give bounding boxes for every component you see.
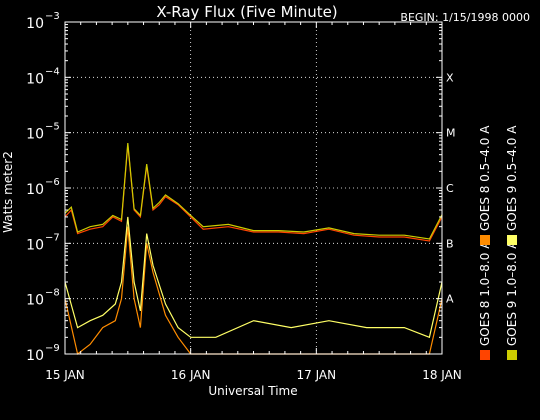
legend-swatch — [507, 350, 517, 360]
flare-class-b: B — [446, 237, 454, 250]
x-tick-label: 15 JAN — [45, 368, 85, 382]
y-tick-exponent: −4 — [45, 66, 60, 77]
y-tick-label: 10 — [26, 237, 44, 253]
legend-swatch — [480, 350, 490, 360]
flare-class-m: M — [446, 127, 456, 140]
y-ticks: 10−310−410−510−610−710−810−9 — [26, 11, 442, 364]
y-tick-exponent: −6 — [45, 177, 60, 188]
x-tick-label: 16 JAN — [171, 368, 211, 382]
legend-item-1: GOES 8 1.0–8.0 A — [478, 241, 492, 360]
x-tick-label: 17 JAN — [297, 368, 337, 382]
flare-class-labels: X M C B A — [446, 71, 456, 305]
legend-item-4: GOES 9 0.5–4.0 A — [505, 126, 519, 245]
legend-item-2: GOES 8 0.5–4.0 A — [478, 126, 492, 245]
y-tick-label: 10 — [26, 182, 44, 198]
series-line-4 — [64, 216, 443, 339]
series-line-2 — [64, 226, 443, 356]
chart-title: X-Ray Flux (Five Minute) — [156, 3, 337, 21]
y-tick-exponent: −5 — [45, 122, 60, 133]
y-axis-label: Watts meter2 — [1, 151, 15, 233]
legend-label: GOES 9 1.0–8.0 A — [505, 240, 519, 346]
series-group — [64, 142, 443, 356]
legend-label: GOES 8 0.5–4.0 A — [478, 125, 492, 231]
y-tick-exponent: −8 — [45, 288, 60, 299]
series-line-1 — [64, 144, 443, 242]
flare-class-c: C — [446, 182, 454, 195]
begin-label: BEGIN: 1/15/1998 0000 — [400, 11, 530, 24]
y-tick-label: 10 — [26, 127, 44, 143]
legend-label: GOES 8 1.0–8.0 A — [478, 240, 492, 346]
y-tick-label: 10 — [26, 71, 44, 87]
grid-lines — [65, 22, 442, 354]
y-tick-label: 10 — [26, 16, 44, 32]
flare-class-a: A — [446, 293, 454, 306]
flare-class-x: X — [446, 71, 454, 84]
legend-item-3: GOES 9 1.0–8.0 A — [505, 241, 519, 360]
x-ticks: 15 JAN 16 JAN 17 JAN 18 JAN — [45, 22, 462, 382]
legend-swatch — [480, 235, 490, 245]
legend-label: GOES 9 0.5–4.0 A — [505, 125, 519, 231]
legend-swatch — [507, 235, 517, 245]
x-axis-label: Universal Time — [208, 384, 297, 398]
y-tick-exponent: −7 — [45, 232, 60, 243]
y-tick-label: 10 — [26, 348, 44, 364]
y-tick-label: 10 — [26, 293, 44, 309]
x-tick-label: 18 JAN — [422, 368, 462, 382]
y-tick-exponent: −9 — [45, 343, 60, 354]
series-line-3 — [64, 142, 443, 240]
y-tick-exponent: −3 — [45, 11, 60, 22]
